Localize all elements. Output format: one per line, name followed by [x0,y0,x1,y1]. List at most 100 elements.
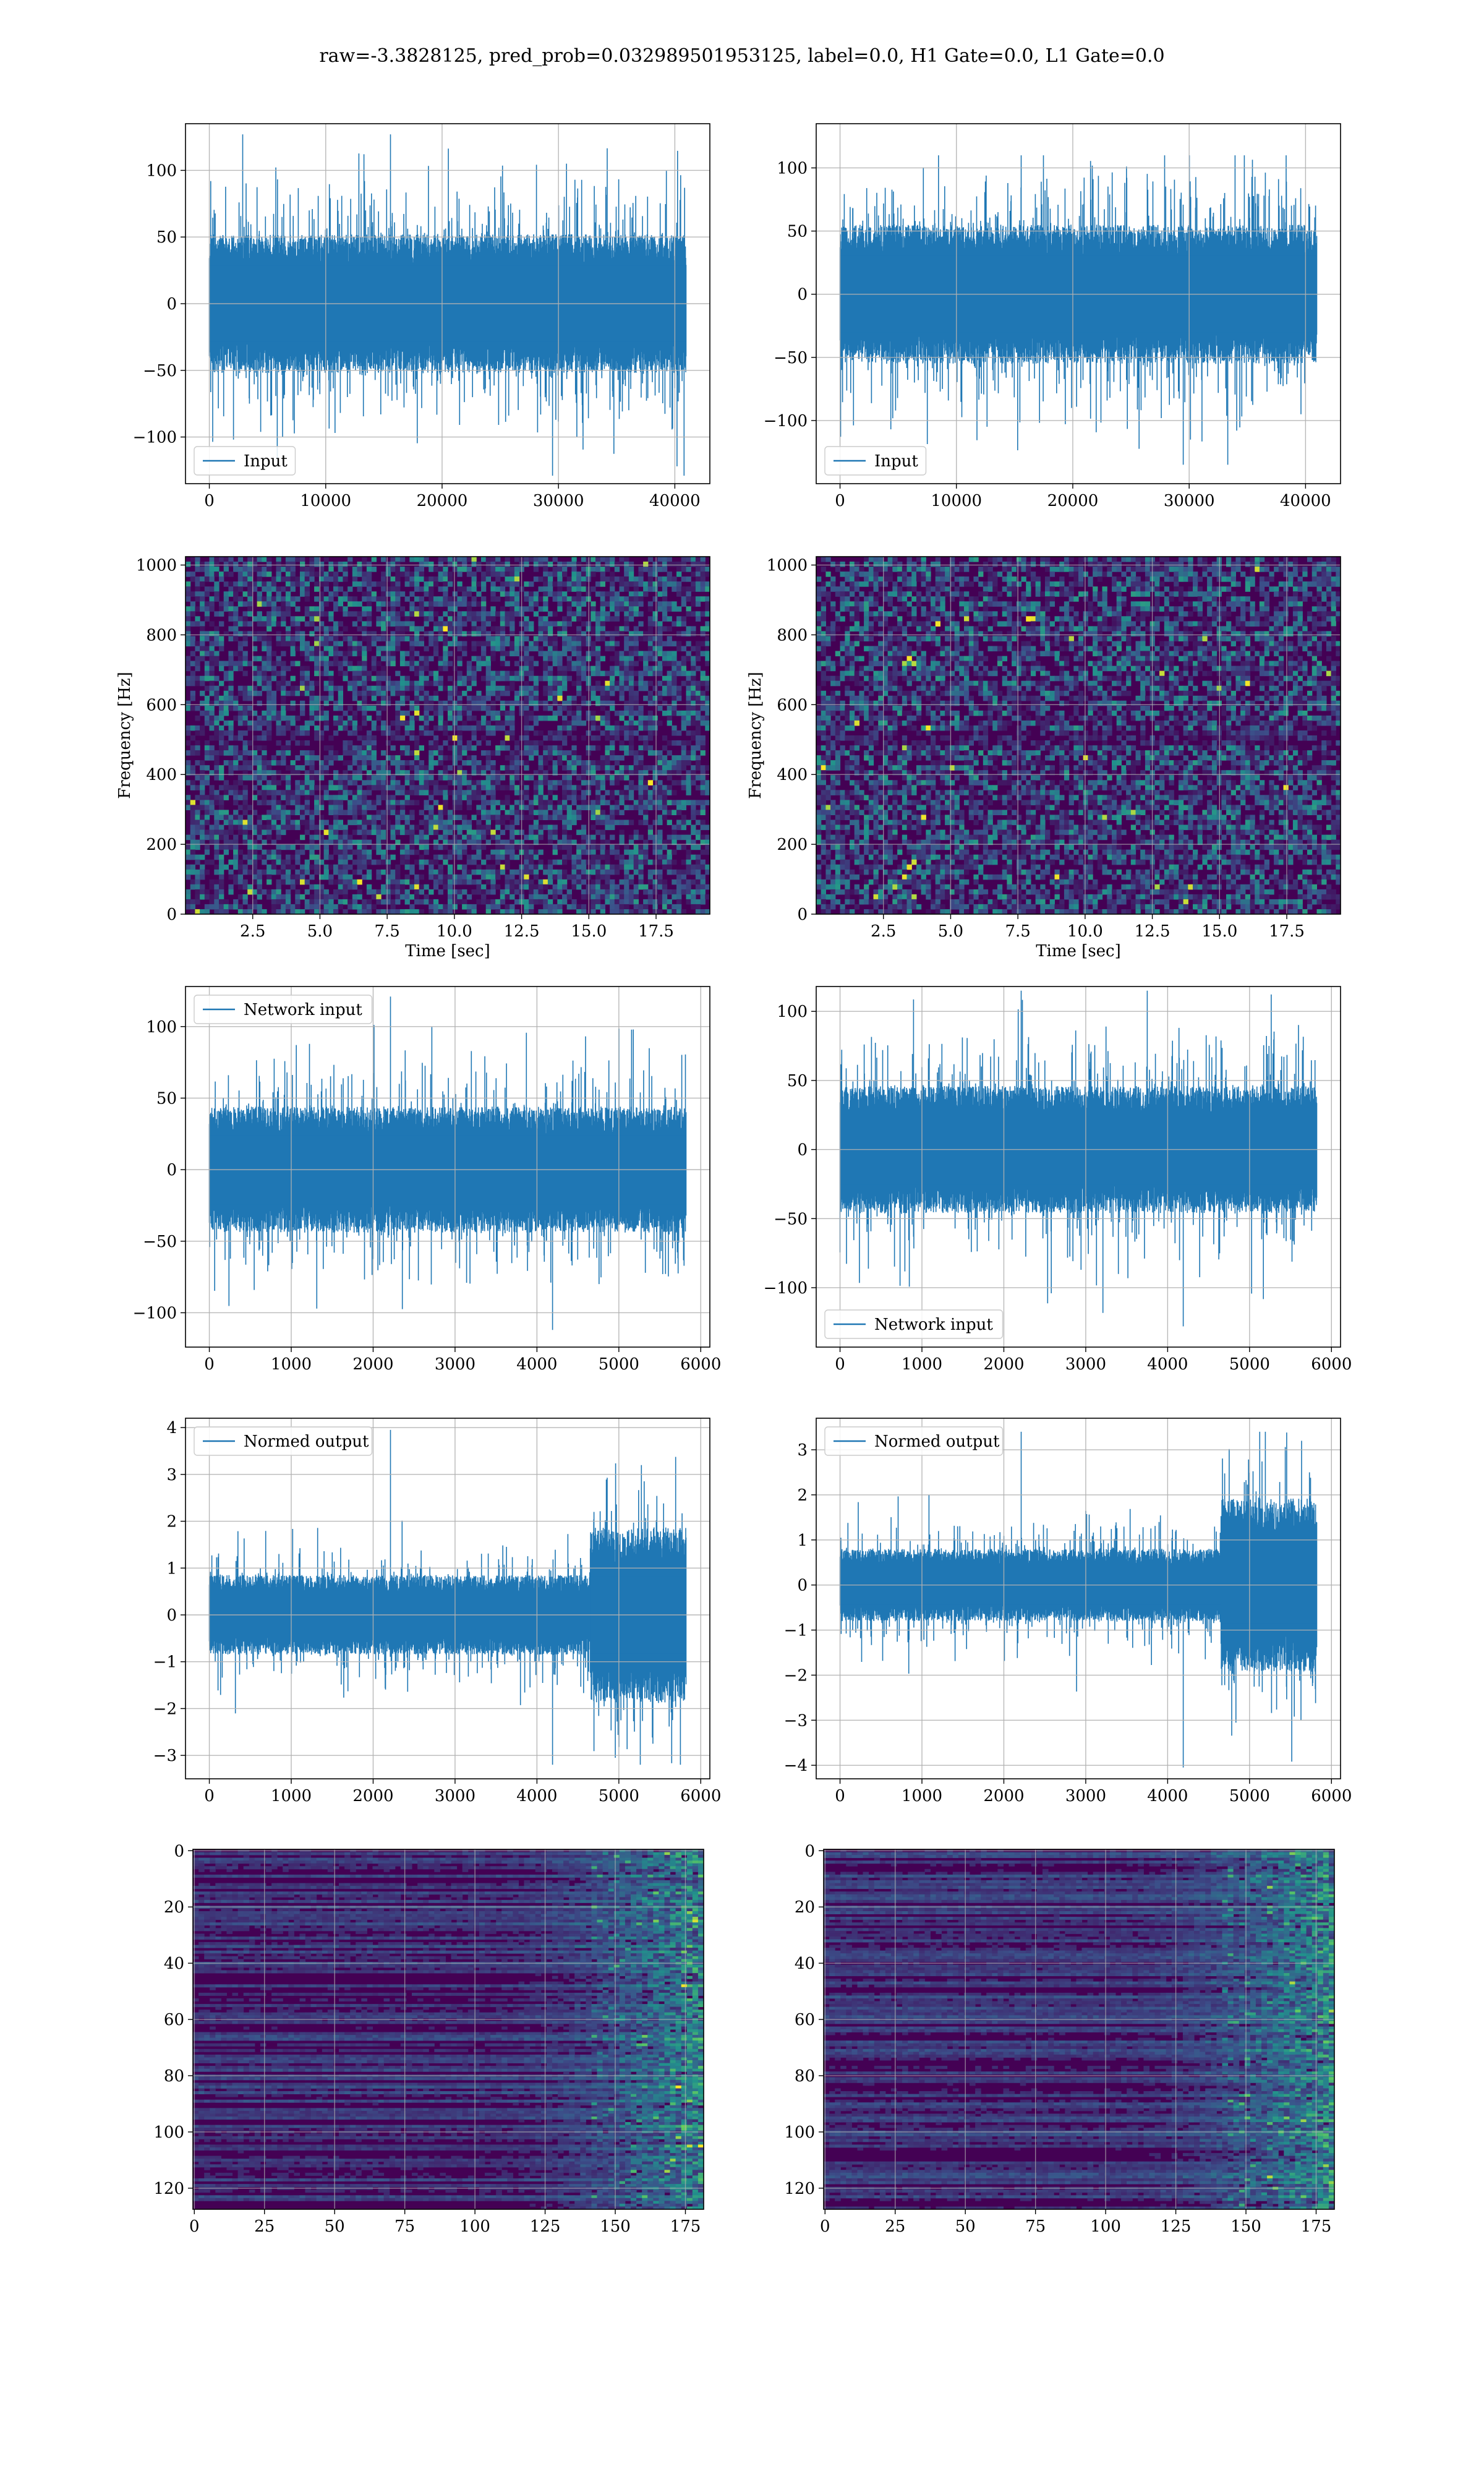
xtick-label: 5000 [599,1787,639,1805]
ytick-label: 40 [164,1954,184,1973]
legend-box [194,1426,373,1456]
xtick-label: 6000 [680,1787,721,1805]
ytick-label: 400 [146,766,177,784]
xtick-label: 100 [1090,2217,1121,2236]
ytick-label: 3 [797,1441,808,1460]
xtick-label: 0 [204,492,215,510]
axes-frame-p6 [816,986,1341,1348]
xtick-label: 150 [600,2217,631,2236]
ytick-label: 40 [795,1954,815,1973]
xtick-label: 125 [1161,2217,1192,2236]
ticks-p9: 0 25 50 75 100 125 150 175 0 20 40 60 80 100 120 [153,1842,701,2236]
ytick-label: −100 [764,412,808,430]
grid-p8 [816,1418,1341,1779]
ytick-label: −1 [153,1653,177,1672]
xtick-label: 4000 [1147,1787,1188,1805]
ytick-label: 50 [787,1072,808,1090]
ytick-label: 0 [166,295,177,314]
ytick-label: 0 [797,905,808,924]
legend-p2: Input [824,446,927,476]
ytick-label: −50 [774,349,808,367]
ytick-label: −100 [133,1304,177,1322]
legend-box [824,1309,1004,1339]
ytick-label: 600 [146,696,177,714]
xtick-label: 30000 [1164,492,1215,510]
ytick-label: 50 [787,223,808,241]
xtick-label: 5000 [599,1355,639,1374]
ytick-label: −2 [784,1666,808,1685]
x-axis-label: Time [sec] [405,942,490,961]
legend-label: Network input [244,1001,362,1019]
ticks-p2: 0 10000 20000 30000 40000 −100 −50 0 50 100 [764,159,1331,510]
xtick-label: 5000 [1229,1787,1270,1805]
xtick-label: 12.5 [504,922,540,941]
ticks-p4: 2.5 5.0 7.5 10.0 12.5 15.0 17.5 0 200 400 600 800 10… [767,557,1305,941]
ytick-label: 20 [795,1898,815,1917]
axes-frame-p2 [816,123,1341,484]
ytick-label: 100 [784,2123,815,2142]
ytick-label: 1 [166,1559,177,1578]
xtick-label: 0 [835,492,845,510]
ytick-label: 100 [777,1003,808,1021]
xtick-label: 175 [670,2217,701,2236]
ticks-p8: 0 1000 2000 3000 4000 5000 6000 −4 −3 −2 −1 0 1 2 3 [784,1441,1352,1805]
xtick-label: 3000 [435,1787,475,1805]
xtick-label: 0 [835,1355,845,1374]
xtick-label: 40000 [649,492,701,510]
ticks-p1: 0 10000 20000 30000 40000 −100 −50 0 50 100 [133,161,701,510]
ytick-label: 200 [777,836,808,854]
xtick-label: 2000 [352,1787,393,1805]
xtick-label: 4000 [516,1355,557,1374]
xtick-label: 1000 [902,1355,942,1374]
ytick-label: −3 [784,1711,808,1730]
xtick-label: 7.5 [1005,922,1030,941]
axes-frame-p8 [816,1418,1341,1779]
grid-p7 [186,1418,710,1779]
xtick-label: 100 [459,2217,490,2236]
grid-p9 [193,1849,704,2209]
ytick-label: 2 [797,1486,808,1505]
xtick-label: 6000 [1311,1787,1352,1805]
ytick-label: 400 [777,766,808,784]
panel-p10: 0 25 50 75 100 125 150 175 0 20 40 60 80 100 120 [784,1842,1335,2236]
ytick-label: 120 [153,2180,184,2198]
ytick-label: −50 [774,1210,808,1228]
xtick-label: 0 [820,2217,830,2236]
y-axis-label: Frequency [Hz] [116,672,134,799]
ytick-label: 100 [777,159,808,178]
xtick-label: 15.0 [571,922,607,941]
xtick-label: 5.0 [938,922,963,941]
xtick-label: 2000 [983,1355,1024,1374]
ytick-label: 20 [164,1898,184,1917]
heatmap-p9 [193,1849,704,2209]
ytick-label: −1 [784,1622,808,1640]
panel-p3: 2.5 5.0 7.5 10.0 12.5 15.0 17.5 0 200 400 600 800 10… [116,556,710,961]
ytick-label: 100 [146,1018,177,1037]
legend-box [824,1426,1004,1456]
xtick-label: 4000 [516,1787,557,1805]
ytick-label: 0 [804,1842,815,1860]
ytick-label: 0 [166,1606,177,1625]
xtick-label: 10.0 [1067,922,1103,941]
ytick-label: 600 [777,696,808,714]
xtick-label: 6000 [1311,1355,1352,1374]
ytick-label: 60 [795,2011,815,2029]
axes-frame-p10 [823,1849,1335,2210]
xtick-label: 2000 [983,1787,1024,1805]
legend-p6: Network input [824,1309,1004,1339]
heatmap-p3 [186,557,710,914]
xtick-label: 6000 [680,1355,721,1374]
xtick-label: 125 [530,2217,561,2236]
xtick-label: 30000 [533,492,584,510]
ytick-label: 60 [164,2011,184,2029]
xtick-label: 175 [1301,2217,1332,2236]
ticks-p7: 0 1000 2000 3000 4000 5000 6000 −3 −2 −1 0 1 2 3 4 [153,1419,722,1805]
axes-frame-p5 [185,986,710,1348]
x-axis-label: Time [sec] [1036,942,1121,961]
xtick-label: 5000 [1229,1355,1270,1374]
ytick-label: 4 [166,1419,177,1437]
ytick-label: 100 [153,2123,184,2142]
ytick-label: 1 [797,1531,808,1550]
ticks-p3: 2.5 5.0 7.5 10.0 12.5 15.0 17.5 0 200 400 600 800 10… [136,557,674,941]
